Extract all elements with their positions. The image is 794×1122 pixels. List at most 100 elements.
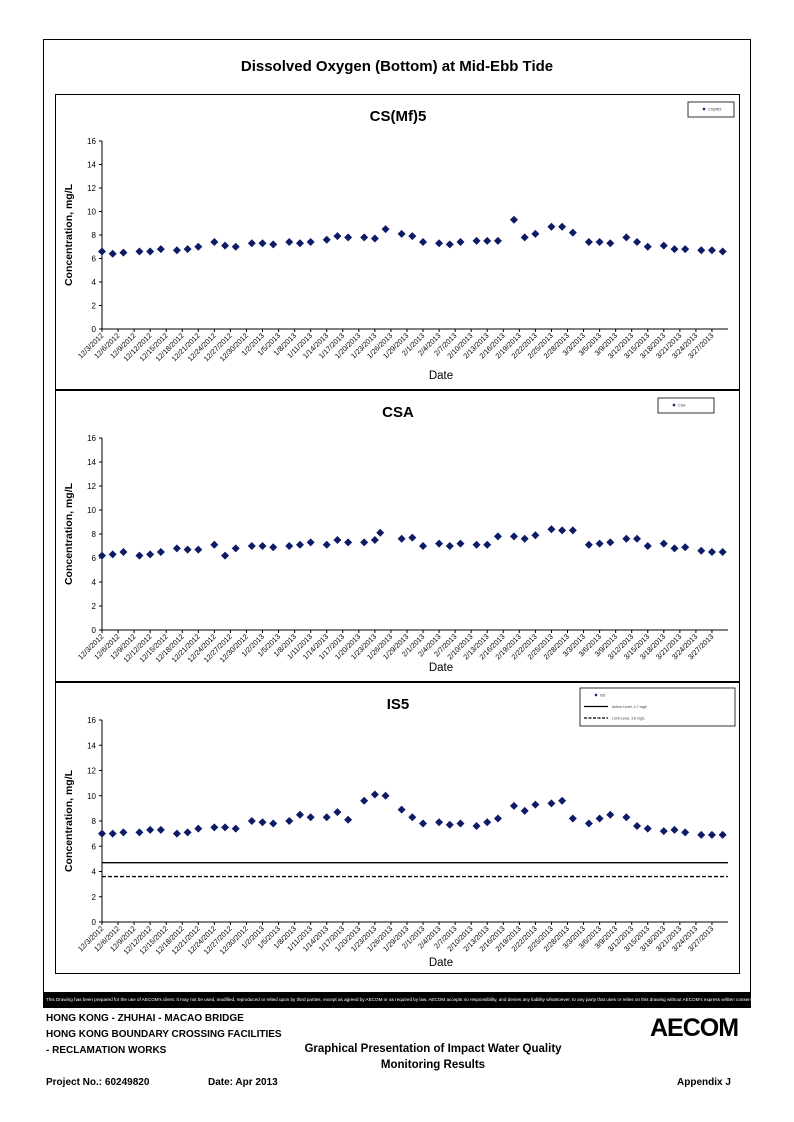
data-point — [520, 534, 529, 543]
data-point — [156, 245, 165, 254]
x-axis-label: Date — [429, 370, 453, 382]
data-point — [408, 232, 417, 241]
data-point — [531, 229, 540, 238]
data-point — [194, 545, 203, 554]
data-point — [344, 538, 353, 547]
data-point — [322, 540, 331, 549]
data-point — [472, 540, 481, 549]
data-point — [269, 240, 278, 249]
data-point — [670, 825, 679, 834]
data-point — [156, 825, 165, 834]
data-point — [269, 543, 278, 552]
y-tick-label: 4 — [92, 868, 97, 877]
data-point — [397, 229, 406, 238]
data-point — [156, 548, 165, 556]
data-point — [483, 540, 492, 549]
data-point — [493, 532, 502, 541]
data-point — [231, 242, 240, 251]
data-point — [643, 242, 652, 251]
data-point — [146, 550, 155, 559]
data-point — [269, 819, 278, 828]
data-point — [183, 245, 192, 254]
y-tick-label: 0 — [92, 918, 97, 927]
data-point — [370, 790, 379, 799]
data-point — [445, 240, 454, 249]
data-point — [520, 233, 529, 242]
data-point — [681, 828, 690, 837]
y-tick-label: 12 — [87, 482, 96, 491]
data-point — [419, 542, 428, 550]
data-point — [376, 528, 385, 537]
data-point — [419, 238, 428, 247]
data-point — [670, 544, 679, 553]
data-point — [172, 829, 181, 838]
main-title: Dissolved Oxygen (Bottom) at Mid-Ebb Tid… — [240, 58, 554, 75]
chart-title: CSA — [382, 404, 414, 421]
data-point — [183, 828, 192, 837]
footer-date: Date: Apr 2013 — [208, 1077, 278, 1088]
y-tick-label: 16 — [87, 137, 96, 146]
legend-marker — [594, 693, 598, 697]
data-point — [333, 808, 342, 817]
data-point — [697, 830, 706, 839]
data-point — [247, 239, 256, 248]
legend-label: Limit Level, 3.6 mg/L — [612, 716, 645, 720]
y-tick-label: 14 — [87, 161, 96, 170]
data-point — [135, 247, 144, 256]
data-point — [509, 215, 518, 224]
data-point — [306, 538, 315, 547]
data-point — [595, 238, 604, 247]
data-point — [568, 814, 577, 823]
x-axis-label: Date — [429, 662, 453, 674]
data-point — [456, 539, 465, 548]
legend-box — [687, 101, 735, 118]
y-tick-label: 2 — [92, 602, 97, 611]
data-point — [360, 233, 369, 242]
data-point — [445, 542, 454, 550]
data-point — [108, 550, 117, 559]
footer-project-line2: HONG KONG BOUNDARY CROSSING FACILITIES — [46, 1029, 282, 1040]
footer-project-no: Project No.: 60249820 — [46, 1077, 150, 1088]
legend-label: Action Level, 4.7 mg/L — [612, 705, 648, 709]
data-point — [472, 822, 481, 831]
y-tick-label: 6 — [92, 255, 97, 264]
legend-marker — [672, 403, 676, 407]
data-point — [568, 526, 577, 535]
data-point — [681, 245, 690, 254]
aecom-logo: AECOM — [650, 1014, 739, 1042]
footer-appendix: Appendix J — [677, 1077, 731, 1088]
data-point — [231, 824, 240, 833]
data-point — [306, 238, 315, 247]
chart-panel-csmf5: CS(Mf)5 0 2 4 6 8 10 12 14 16 Concentration, mg/L 1… — [55, 94, 740, 390]
data-point — [718, 247, 727, 256]
data-point — [659, 827, 668, 836]
data-point — [221, 823, 230, 832]
data-point — [295, 540, 304, 549]
data-point — [295, 810, 304, 819]
data-point — [333, 232, 342, 241]
data-point — [633, 822, 642, 831]
y-tick-label: 10 — [87, 208, 96, 217]
y-tick-label: 4 — [92, 578, 97, 587]
data-point — [172, 544, 181, 553]
data-point — [381, 791, 390, 800]
data-point — [707, 246, 716, 255]
legend-box — [657, 397, 715, 414]
data-point — [419, 819, 428, 828]
data-point — [606, 538, 615, 547]
y-tick-label: 8 — [92, 231, 97, 240]
y-tick-label: 10 — [87, 506, 96, 515]
y-tick-label: 2 — [92, 893, 97, 902]
data-point — [547, 222, 556, 231]
data-point — [360, 538, 369, 547]
data-point — [435, 539, 444, 548]
y-tick-label: 12 — [87, 767, 96, 776]
data-point — [659, 539, 668, 548]
data-point — [119, 548, 128, 556]
data-point — [408, 533, 417, 542]
data-point — [285, 238, 294, 247]
chart-legend: IS5 Action Level, 4.7 mg/L Limit Level, 3.… — [579, 687, 736, 727]
data-point — [456, 819, 465, 828]
data-point — [381, 225, 390, 234]
